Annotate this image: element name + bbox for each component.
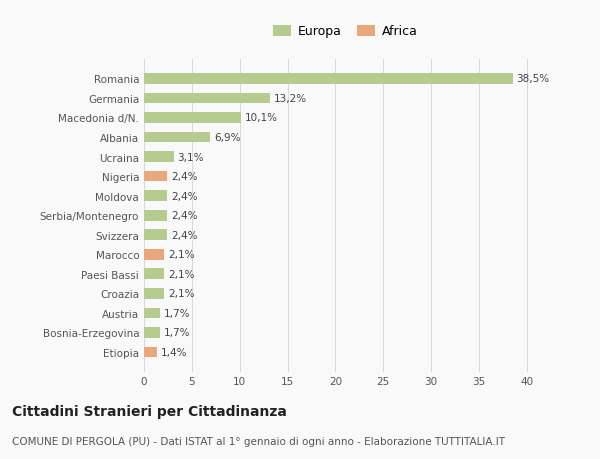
- Text: Cittadini Stranieri per Cittadinanza: Cittadini Stranieri per Cittadinanza: [12, 404, 287, 418]
- Bar: [144, 93, 271, 104]
- Text: 1,7%: 1,7%: [164, 308, 191, 318]
- Text: 6,9%: 6,9%: [214, 133, 241, 143]
- Bar: [144, 113, 241, 123]
- Text: 2,1%: 2,1%: [168, 269, 194, 279]
- Bar: [144, 230, 167, 241]
- Bar: [144, 171, 167, 182]
- Bar: [144, 288, 164, 299]
- Text: 2,4%: 2,4%: [171, 172, 197, 182]
- Bar: [144, 308, 160, 319]
- Text: 2,1%: 2,1%: [168, 289, 194, 299]
- Text: 2,4%: 2,4%: [171, 211, 197, 221]
- Bar: [144, 327, 160, 338]
- Text: COMUNE DI PERGOLA (PU) - Dati ISTAT al 1° gennaio di ogni anno - Elaborazione TU: COMUNE DI PERGOLA (PU) - Dati ISTAT al 1…: [12, 436, 505, 446]
- Text: 1,7%: 1,7%: [164, 328, 191, 338]
- Legend: Europa, Africa: Europa, Africa: [272, 25, 418, 38]
- Bar: [144, 74, 512, 84]
- Text: 1,4%: 1,4%: [161, 347, 188, 357]
- Text: 3,1%: 3,1%: [178, 152, 204, 162]
- Text: 38,5%: 38,5%: [517, 74, 550, 84]
- Bar: [144, 210, 167, 221]
- Text: 2,4%: 2,4%: [171, 191, 197, 201]
- Text: 2,1%: 2,1%: [168, 250, 194, 260]
- Text: 13,2%: 13,2%: [274, 94, 307, 104]
- Text: 10,1%: 10,1%: [245, 113, 277, 123]
- Bar: [144, 191, 167, 202]
- Bar: [144, 132, 210, 143]
- Bar: [144, 269, 164, 280]
- Bar: [144, 347, 157, 358]
- Text: 2,4%: 2,4%: [171, 230, 197, 240]
- Bar: [144, 152, 173, 162]
- Bar: [144, 249, 164, 260]
